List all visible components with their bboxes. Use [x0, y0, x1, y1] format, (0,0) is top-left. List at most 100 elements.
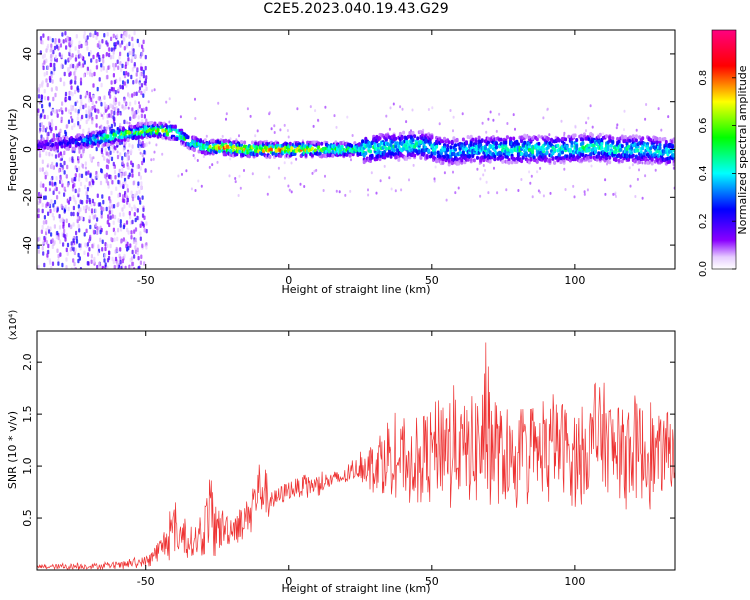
- spectrogram-ridge-cell: [568, 149, 572, 154]
- spectrogram-speckle: [589, 104, 592, 108]
- spectrogram-speckle: [121, 40, 124, 45]
- spectrogram-speckle: [98, 77, 101, 82]
- spectrogram-ridge-cell: [527, 153, 531, 158]
- spectrogram-speckle: [64, 234, 67, 239]
- spectrogram-speckle: [142, 207, 145, 212]
- spectrogram-speckle: [87, 105, 90, 111]
- spectrogram-speckle: [74, 247, 77, 252]
- spectrogram-speckle: [114, 97, 117, 102]
- spectrogram-ridge-cell: [595, 157, 599, 162]
- spectrogram-ridge-cell: [537, 134, 541, 139]
- spectrogram-speckle: [105, 68, 108, 73]
- spectrogram-speckle: [143, 80, 146, 86]
- spectrogram-speckle: [138, 101, 140, 105]
- spectrogram-ridge-cell: [60, 144, 64, 149]
- spectrogram-ridge-cell: [553, 147, 557, 152]
- spectrogram-speckle: [50, 265, 53, 269]
- spectrogram-speckle: [221, 134, 224, 138]
- spectrogram-speckle: [388, 127, 391, 131]
- spectrogram-speckle: [141, 51, 144, 57]
- spectrogram-ridge-cell: [317, 145, 321, 150]
- spectrogram-speckle: [71, 106, 75, 112]
- spectrogram-speckle: [217, 101, 220, 105]
- spectrogram-speckle: [443, 171, 446, 175]
- spectrogram-speckle: [98, 261, 101, 267]
- spectrogram-speckle: [118, 101, 121, 106]
- spectrogram-speckle: [39, 167, 42, 172]
- spectrogram-ridge-cell: [520, 151, 524, 156]
- spectrogram-speckle: [152, 157, 155, 161]
- spectrogram-ridge-cell: [156, 127, 160, 132]
- spectrogram-speckle: [61, 262, 64, 268]
- spectrogram-ridge-cell: [411, 138, 415, 142]
- spectrogram-ridge-cell: [649, 138, 653, 142]
- spectrogram-speckle: [181, 172, 183, 176]
- spectrogram-speckle: [138, 171, 141, 177]
- spectrogram-ridge-cell: [129, 124, 133, 129]
- spectrogram-speckle: [94, 30, 97, 36]
- spectrogram-speckle: [408, 178, 410, 182]
- spectrogram-speckle: [288, 188, 291, 192]
- spectrogram-speckle: [101, 114, 103, 117]
- spectrogram-speckle: [61, 110, 64, 115]
- spectrogram-speckle: [78, 256, 81, 261]
- spectrogram-ridge-cell: [564, 137, 568, 142]
- spectrogram-speckle: [91, 100, 94, 106]
- spectrogram-speckle: [82, 34, 86, 39]
- spectrogram-ridge-cell: [274, 151, 278, 156]
- spectrogram-speckle: [392, 102, 395, 106]
- spectrogram-speckle: [50, 87, 53, 92]
- spectrogram-speckle: [412, 163, 415, 167]
- spectrogram-speckle: [51, 182, 54, 187]
- spectrogram-speckle: [141, 152, 144, 158]
- spectrogram-speckle: [139, 175, 142, 180]
- spectrogram-ridge-cell: [446, 143, 450, 148]
- spectrogram-speckle: [55, 44, 58, 49]
- spectrogram-speckle: [77, 223, 80, 229]
- spectrogram-speckle: [41, 103, 44, 109]
- spectrogram-speckle: [58, 109, 61, 112]
- spectrogram-speckle: [75, 65, 78, 70]
- spectrogram-speckle: [142, 69, 145, 75]
- spectrogram-speckle: [68, 56, 71, 61]
- spectrogram-speckle: [109, 55, 112, 60]
- spectrogram-panel: -50 0 50 100 -40 -20 0 20 40 Height of straight…: [6, 29, 676, 296]
- spectrogram-ridge-cell: [120, 138, 124, 143]
- spectrogram-speckle: [122, 212, 125, 217]
- spectrogram-speckle: [142, 110, 144, 114]
- spectrogram-ridge-cell: [402, 130, 406, 135]
- colorbar-tick-label: 0.8: [698, 70, 709, 86]
- spectrogram-speckle: [64, 31, 67, 36]
- colorbar-gradient: [712, 30, 736, 269]
- spectrogram-speckle: [41, 40, 44, 45]
- spectrogram-speckle: [536, 170, 539, 174]
- colorbar-ticks: 0.0 0.2 0.4 0.6 0.8: [698, 70, 736, 277]
- spectrogram-speckle: [85, 119, 88, 125]
- spectrogram-speckle: [476, 167, 479, 171]
- spectrogram-ridge-cell: [649, 146, 653, 151]
- spectrogram-speckle: [100, 149, 103, 154]
- spectrogram-ridge-cell: [625, 153, 629, 158]
- spectrogram-speckle: [107, 216, 110, 221]
- spectrogram-speckle: [126, 60, 129, 66]
- spectrogram-ridge-cell: [331, 153, 335, 158]
- spectrogram-speckle: [75, 239, 79, 244]
- spectrogram-x-label: Height of straight line (km): [281, 283, 430, 296]
- spectrogram-speckle: [338, 190, 341, 194]
- spectrogram-speckle: [86, 187, 89, 192]
- spectrogram-ridge-cell: [611, 136, 615, 141]
- spectrogram-speckle: [53, 188, 56, 192]
- spectrogram-speckle: [385, 114, 388, 118]
- spectrogram-ridge-cell: [570, 140, 574, 145]
- spectrogram-speckle: [88, 247, 91, 252]
- spectrogram-speckle: [631, 163, 634, 167]
- spectrogram-ridge-cell: [575, 138, 579, 142]
- spectrogram-speckle: [64, 204, 67, 210]
- spectrogram-speckle: [517, 189, 520, 192]
- spectrogram-speckle: [48, 151, 51, 157]
- spectrogram-speckle: [139, 223, 142, 228]
- spectrogram-speckle: [96, 217, 99, 222]
- spectrogram-speckle: [52, 96, 55, 102]
- spectrogram-speckle: [121, 104, 124, 109]
